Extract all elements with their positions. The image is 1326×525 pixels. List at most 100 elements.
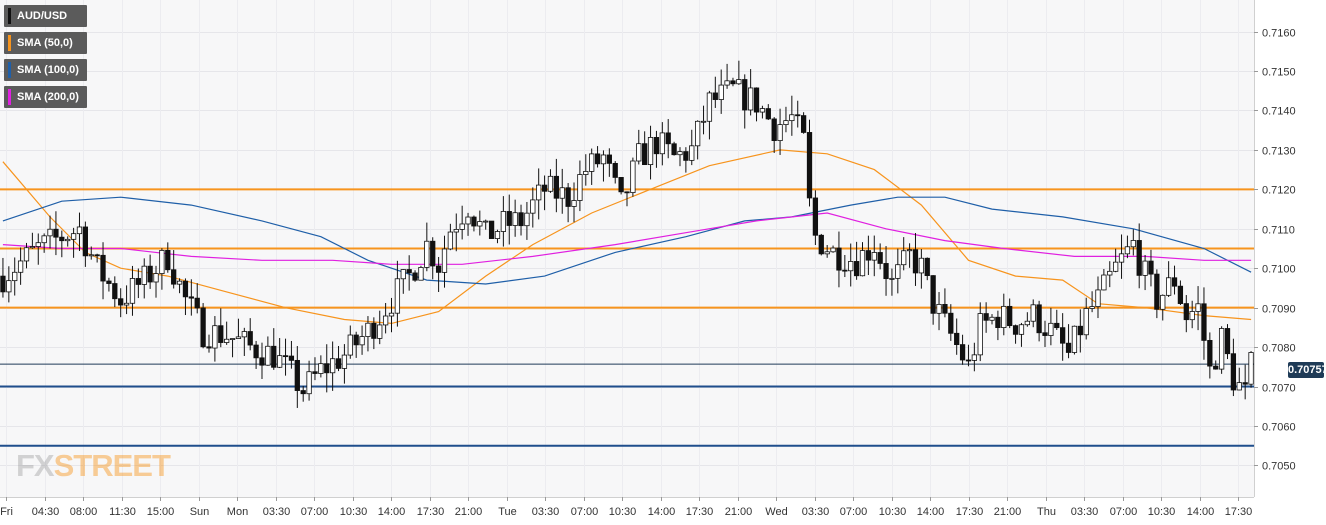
candle-body — [618, 177, 624, 193]
candle-body — [695, 120, 701, 147]
legend-item-audusd[interactable]: AUD/USD — [4, 5, 87, 27]
x-tick-label: 11:30 — [109, 506, 136, 518]
candle-body — [494, 231, 501, 239]
candle-body — [459, 223, 465, 230]
candle-body — [1042, 332, 1048, 336]
candle-body — [182, 280, 189, 298]
candle-body — [329, 358, 336, 374]
legend-item-sma200[interactable]: SMA (200,0) — [4, 86, 87, 108]
candle-body — [771, 118, 777, 141]
candle-body — [930, 275, 936, 314]
x-tick-label: 21:00 — [455, 506, 483, 518]
candle-body — [1024, 320, 1030, 326]
candle-body — [147, 265, 153, 283]
candle-body — [88, 254, 94, 257]
candle-body — [382, 315, 389, 326]
candle-body — [1083, 308, 1089, 336]
candle-body — [188, 296, 194, 299]
candle-body — [194, 297, 200, 309]
candle-body — [1124, 246, 1131, 255]
candle-body — [518, 212, 524, 227]
y-tick-label: 0.7110 — [1262, 225, 1295, 237]
candle-body — [600, 154, 607, 165]
candle-body — [100, 254, 106, 282]
candle-body — [706, 92, 713, 122]
candle-body — [224, 338, 230, 343]
candle-body — [430, 240, 436, 267]
candle-body — [471, 216, 477, 227]
candle-body — [1012, 325, 1019, 335]
candle-body — [1230, 353, 1237, 391]
x-tick-label: 14:00 — [1187, 506, 1215, 518]
x-tick-label: 17:30 — [1225, 506, 1253, 518]
x-tick-label: 10:30 — [609, 506, 637, 518]
candle-body — [942, 303, 948, 314]
candle-body — [848, 261, 854, 272]
candle-body — [524, 212, 530, 227]
sma-line — [2, 196, 1252, 285]
candle-body — [418, 267, 424, 281]
candle-body — [1089, 306, 1095, 309]
candle-body — [1183, 303, 1189, 321]
logo-part-street: STREET — [53, 448, 171, 483]
candle-body — [424, 240, 430, 268]
candle-body — [1101, 274, 1107, 291]
x-tick-label: 21:00 — [725, 506, 753, 518]
candle-body — [753, 87, 760, 113]
x-tick-label: 04:30 — [32, 506, 60, 518]
candle-body — [1236, 382, 1242, 391]
candle-body — [1165, 277, 1172, 296]
candle-body — [135, 278, 141, 285]
legend-swatch — [8, 89, 11, 105]
candle-body — [171, 269, 177, 285]
candle-body — [1160, 294, 1166, 310]
candle-body — [765, 108, 771, 120]
y-tick-label: 0.7060 — [1262, 422, 1296, 434]
candle-body — [1118, 253, 1125, 263]
candle-body — [1095, 289, 1101, 307]
candle-body — [359, 336, 365, 346]
candle-body — [571, 200, 577, 207]
y-tick-label: 0.7120 — [1262, 185, 1296, 197]
candle-body — [1189, 311, 1195, 321]
candle-body — [1207, 340, 1213, 367]
candle-body — [1224, 328, 1231, 355]
candle-body — [506, 211, 512, 226]
candle-body — [1077, 325, 1083, 336]
x-tick-label: 14:00 — [917, 506, 945, 518]
candle-body — [76, 226, 83, 235]
candle-body — [218, 325, 224, 343]
legend-item-sma100[interactable]: SMA (100,0) — [4, 59, 87, 81]
candle-body — [318, 363, 324, 374]
candle-body — [377, 324, 383, 339]
current-price-tag: 0.70757 — [1288, 362, 1326, 378]
candle-body — [235, 336, 242, 339]
candle-body — [1242, 382, 1248, 385]
candle-body — [742, 79, 748, 111]
candle-body — [977, 313, 983, 356]
candle-body — [895, 264, 901, 279]
candle-body — [1107, 270, 1113, 276]
legend-label: AUD/USD — [17, 10, 68, 22]
candle-body — [1171, 277, 1178, 287]
candle-body — [29, 246, 36, 249]
legend-item-sma50[interactable]: SMA (50,0) — [4, 32, 87, 54]
candle-body — [877, 252, 883, 264]
candle-body — [954, 332, 960, 345]
candle-body — [836, 247, 842, 271]
candle-body — [936, 303, 942, 314]
candle-body — [530, 199, 536, 214]
candlesticks — [0, 60, 1254, 408]
candle-body — [53, 228, 59, 238]
candle-body — [94, 254, 100, 257]
candle-body — [1130, 240, 1136, 248]
candle-body — [1030, 304, 1036, 322]
candle-body — [730, 80, 736, 85]
candle-body — [724, 80, 730, 86]
x-tick-label: Sun — [190, 506, 210, 518]
y-tick-label: 0.7070 — [1262, 383, 1296, 395]
candle-body — [659, 132, 665, 155]
x-tick-label: 03:30 — [1071, 506, 1099, 518]
candle-body — [589, 153, 595, 172]
